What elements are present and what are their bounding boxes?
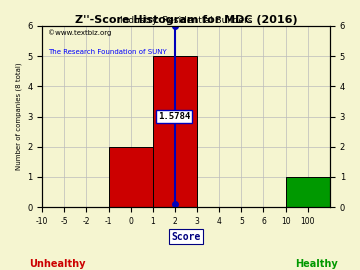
- Title: Z''-Score Histogram for MDC (2016): Z''-Score Histogram for MDC (2016): [75, 15, 297, 25]
- Y-axis label: Number of companies (8 total): Number of companies (8 total): [15, 63, 22, 170]
- Bar: [285, 177, 330, 207]
- Text: 1.5784: 1.5784: [158, 112, 190, 121]
- Text: The Research Foundation of SUNY: The Research Foundation of SUNY: [48, 49, 167, 55]
- Text: Healthy: Healthy: [296, 259, 338, 269]
- X-axis label: Score: Score: [171, 231, 201, 241]
- Bar: [109, 147, 153, 207]
- Text: ©www.textbiz.org: ©www.textbiz.org: [48, 29, 111, 36]
- Text: Unhealthy: Unhealthy: [30, 259, 86, 269]
- Text: Industry: Residential Builders: Industry: Residential Builders: [120, 16, 252, 25]
- Bar: [153, 56, 197, 207]
